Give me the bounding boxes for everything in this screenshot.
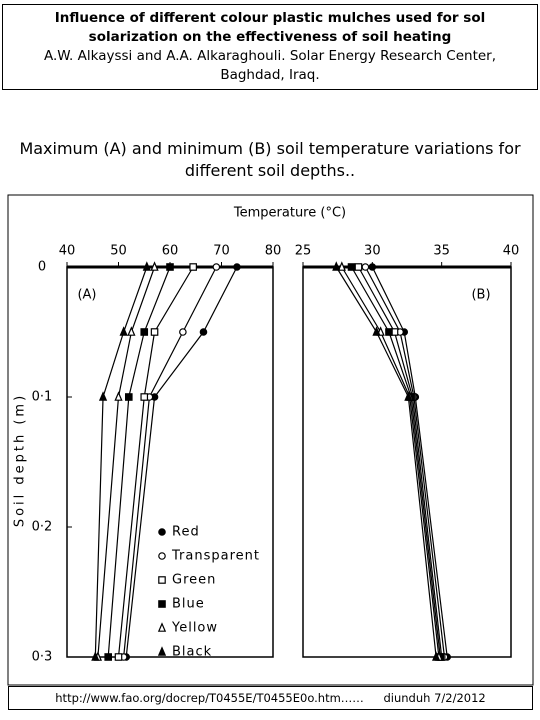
title: Influence of different colour plastic mu… — [54, 10, 486, 45]
caption: Maximum (A) and minimum (B) soil tempera… — [19, 139, 521, 180]
marker — [385, 328, 393, 336]
series-line — [107, 266, 171, 658]
marker — [91, 651, 100, 661]
marker — [337, 261, 346, 271]
marker — [372, 326, 381, 336]
legend-marker — [158, 600, 166, 608]
marker — [140, 393, 149, 401]
panel-label: (B) — [471, 288, 490, 303]
marker — [127, 326, 136, 336]
marker — [404, 391, 413, 401]
marker — [179, 328, 187, 336]
marker — [124, 393, 133, 401]
legend-marker — [158, 528, 166, 536]
y-tick-label: 0·3 — [32, 650, 53, 665]
series-line — [117, 266, 194, 658]
marker — [233, 263, 241, 271]
series-line — [125, 266, 238, 658]
marker — [98, 391, 108, 401]
legend-marker — [157, 646, 167, 656]
x-tick-label: 40 — [503, 244, 520, 259]
x-tick-label: 70 — [213, 244, 230, 259]
x-tick-label: 25 — [295, 244, 312, 259]
figure-frame — [7, 194, 534, 686]
series-line — [341, 266, 440, 658]
marker — [104, 653, 113, 661]
legend-marker — [158, 576, 166, 584]
x-tick-label: 80 — [265, 244, 282, 259]
series-line — [364, 266, 446, 658]
marker — [114, 653, 123, 661]
authors: A.W. Alkayssi and A.A. Alkaraghouli. Sol… — [43, 48, 497, 83]
x-tick-label: 35 — [433, 244, 450, 259]
note: diunduh 7/2/2012 — [383, 691, 486, 705]
marker — [119, 326, 128, 336]
series-line — [351, 266, 441, 658]
x-axis-title: Temperature (°C) — [233, 206, 346, 221]
legend-label: Green — [172, 573, 216, 588]
marker — [212, 263, 221, 271]
legend-label: Transparent — [171, 549, 260, 564]
x-tick-label: 30 — [364, 244, 381, 259]
x-tick-label: 50 — [110, 244, 127, 259]
footer: http://www.fao.org/docrep/T0455E/T0455E0… — [8, 686, 533, 710]
y-axis-title: Soil depth (m) — [13, 393, 28, 527]
panel-label: (A) — [77, 288, 96, 303]
marker — [368, 263, 377, 271]
marker — [150, 328, 159, 336]
marker — [150, 261, 159, 271]
header: Influence of different colour plastic mu… — [2, 4, 538, 90]
legend-marker — [157, 622, 167, 632]
marker — [347, 263, 356, 271]
series-line — [357, 266, 443, 658]
y-tick-label: 0·1 — [32, 390, 53, 405]
url: http://www.fao.org/docrep/T0455E/T0455E0… — [55, 691, 364, 705]
legend-label: Black — [172, 645, 212, 660]
series-line — [371, 266, 448, 658]
legend-marker — [158, 552, 166, 560]
marker — [432, 651, 441, 661]
y-tick-label: 0·2 — [32, 520, 53, 535]
marker — [354, 263, 363, 271]
series-line — [94, 266, 148, 658]
marker — [332, 261, 341, 271]
marker — [140, 328, 149, 336]
marker — [166, 263, 174, 271]
legend-label: Yellow — [171, 621, 218, 636]
y-tick-label: 0 — [38, 260, 46, 275]
plot-frame — [302, 266, 512, 658]
marker — [189, 263, 197, 271]
x-tick-label: 40 — [59, 244, 76, 259]
marker — [361, 263, 370, 271]
marker — [142, 261, 151, 271]
legend-label: Red — [172, 525, 200, 540]
x-tick-label: 60 — [162, 244, 179, 259]
marker — [199, 328, 208, 336]
series-line — [123, 266, 217, 658]
legend-label: Blue — [172, 597, 205, 612]
series-line — [335, 266, 437, 658]
marker — [114, 391, 123, 401]
plot-frame — [66, 266, 274, 658]
series-line — [97, 266, 156, 658]
